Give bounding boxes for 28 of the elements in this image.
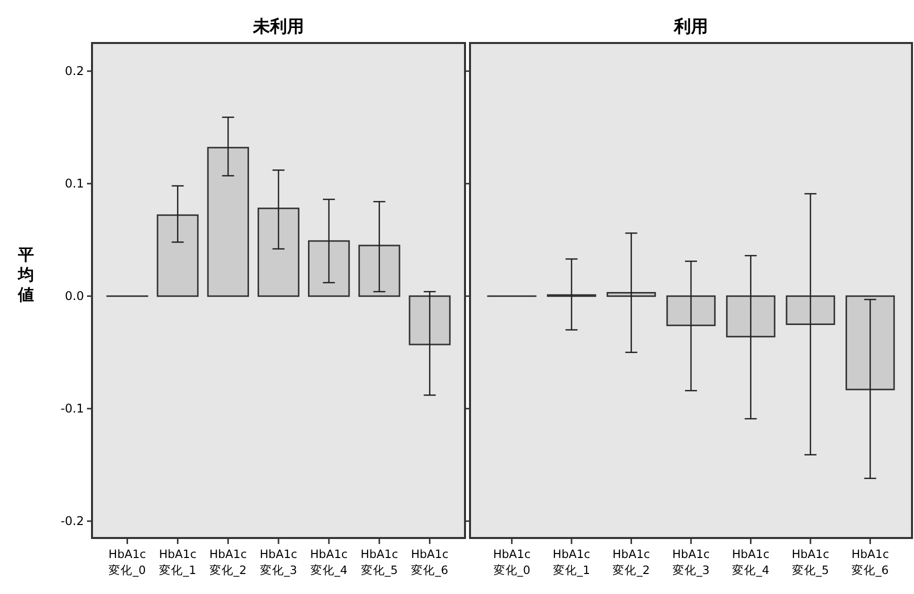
x-tick-label: HbA1c 変化_6 bbox=[851, 547, 889, 577]
x-tick-label: HbA1c 変化_6 bbox=[410, 547, 448, 577]
y-tick-label: -0.2 bbox=[60, 514, 84, 528]
x-tick-label: HbA1c 変化_5 bbox=[360, 547, 398, 577]
bar bbox=[358, 244, 400, 297]
y-tick-label: 0.1 bbox=[64, 176, 84, 191]
x-tick-label: HbA1c 変化_0 bbox=[493, 547, 531, 577]
x-tick-label: HbA1c 変化_4 bbox=[310, 547, 348, 577]
bar bbox=[258, 208, 300, 297]
x-tick-label: HbA1c 変化_5 bbox=[792, 547, 830, 577]
bar bbox=[308, 240, 350, 297]
y-tick-label: -0.1 bbox=[60, 402, 84, 416]
x-tick-label: HbA1c 変化_3 bbox=[260, 547, 298, 577]
x-tick-label: HbA1c 変化_1 bbox=[552, 547, 590, 577]
bar bbox=[207, 146, 250, 297]
chart-title: 利用 bbox=[673, 17, 708, 37]
chart-title: 未利用 bbox=[252, 17, 304, 37]
y-tick-label: 0.0 bbox=[64, 289, 84, 304]
x-tick-label: HbA1c 変化_1 bbox=[158, 547, 196, 577]
x-tick-label: HbA1c 変化_4 bbox=[732, 547, 770, 577]
x-tick-label: HbA1c 変化_3 bbox=[672, 547, 710, 577]
x-tick-label: HbA1c 変化_2 bbox=[209, 547, 247, 577]
x-tick-label: HbA1c 変化_0 bbox=[108, 547, 146, 577]
x-tick-label: HbA1c 変化_2 bbox=[612, 547, 650, 577]
y-tick-label: 0.2 bbox=[64, 64, 84, 78]
y-axis-title: 平均値 bbox=[17, 245, 34, 304]
bar bbox=[156, 214, 199, 297]
bar bbox=[408, 295, 451, 346]
